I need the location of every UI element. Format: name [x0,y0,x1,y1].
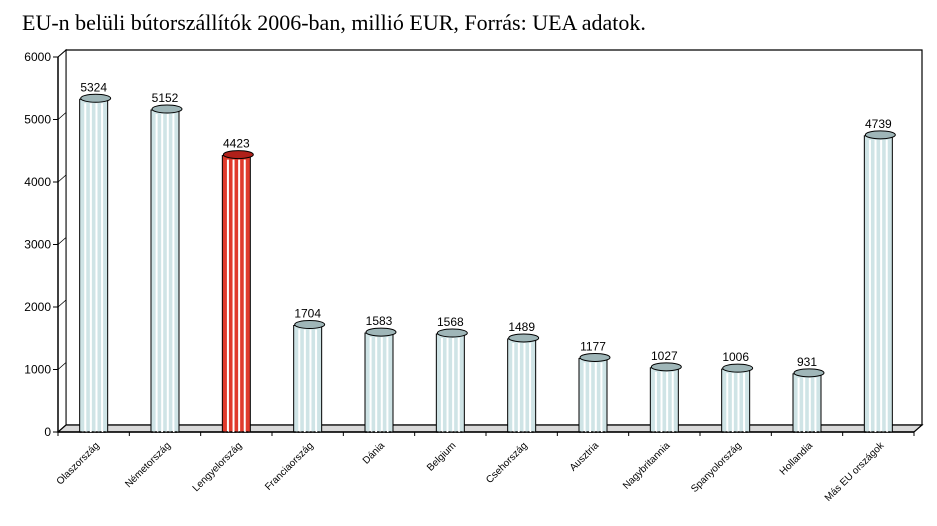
category-label: Más EU országok [823,440,887,504]
y-tick-depth [57,299,67,308]
y-tick-depth [57,237,67,245]
bar-top-cap [508,333,540,343]
y-tick-label: 3000 [24,238,51,252]
bar-body [79,98,109,433]
bar [792,368,825,433]
bar-top-cap [793,368,825,378]
bar-top-cap [151,104,183,114]
category-label: Hollandia [778,440,816,478]
bar-value-label: 5324 [80,80,107,94]
bar-body [221,155,251,433]
category-label: Franciaország [263,440,316,493]
bar-body [649,367,679,433]
chart-title: EU-n belüli bútorszállítók 2006-ban, mil… [22,10,646,35]
y-tick-depth [57,174,67,183]
bar [79,93,112,433]
category-label: Ausztria [568,440,602,474]
y-tick-label: 2000 [24,300,51,314]
plot-floor [56,424,924,433]
category-label: Dánia [361,440,388,467]
bar-top-cap [650,362,682,372]
bar-top-cap [579,352,611,362]
bar [721,363,754,433]
bars [79,93,896,433]
category-label: Lengyelország [191,440,245,494]
bar-value-label: 4423 [223,137,250,151]
y-tick-label: 6000 [24,50,51,64]
bar [863,130,896,433]
bar [221,150,254,433]
bar-body [507,338,537,433]
bar-value-label: 1489 [508,320,535,334]
bar [578,352,611,433]
bar-body [364,332,394,433]
bar [293,320,326,433]
y-tick-depth [57,362,67,370]
bar-body [863,135,893,433]
bar-body [293,325,323,433]
y-tick-depth [57,112,67,120]
y-tick-label: 0 [44,425,51,439]
category-label: Nagybritannia [621,440,673,492]
category-label: Németország [123,440,173,490]
bar-value-label: 1006 [722,350,749,364]
bar-body [150,109,180,433]
y-tick-depth [57,424,67,433]
bar-top-cap [80,93,112,103]
category-label: Olaszország [55,440,102,487]
y-tick-label: 5000 [24,113,51,127]
bar-value-label: 1704 [294,307,321,321]
bar-top-cap [864,130,896,140]
category-label: Belgium [425,440,458,473]
bar [649,362,682,433]
bar [435,328,468,433]
bar-value-label: 4739 [865,117,892,131]
bar-top-cap [436,328,468,338]
bar-body [721,368,751,433]
bar-value-label: 1568 [437,315,464,329]
category-label: Csehország [484,440,530,486]
bar-body [435,333,465,433]
bar-top-cap [222,150,254,160]
bar-value-label: 1027 [651,349,678,363]
bar [364,327,397,433]
bar-body [578,357,608,433]
bar-value-label: 931 [797,355,817,369]
bar-value-label: 5152 [152,91,179,105]
bar-top-cap [365,327,397,337]
bar [507,333,540,433]
category-label: Spanyolország [689,440,744,495]
bar-value-label: 1177 [580,339,606,353]
bar-body [792,373,822,433]
plot-frame [53,48,924,436]
y-tick-label: 4000 [24,175,51,189]
plot-back-wall [65,49,923,426]
y-tick-label: 1000 [24,363,51,377]
bar [150,104,183,433]
y-tick-depth [57,49,67,58]
bar-top-cap [294,320,326,329]
bar-value-label: 1583 [366,314,393,328]
bar-top-cap [722,363,754,373]
